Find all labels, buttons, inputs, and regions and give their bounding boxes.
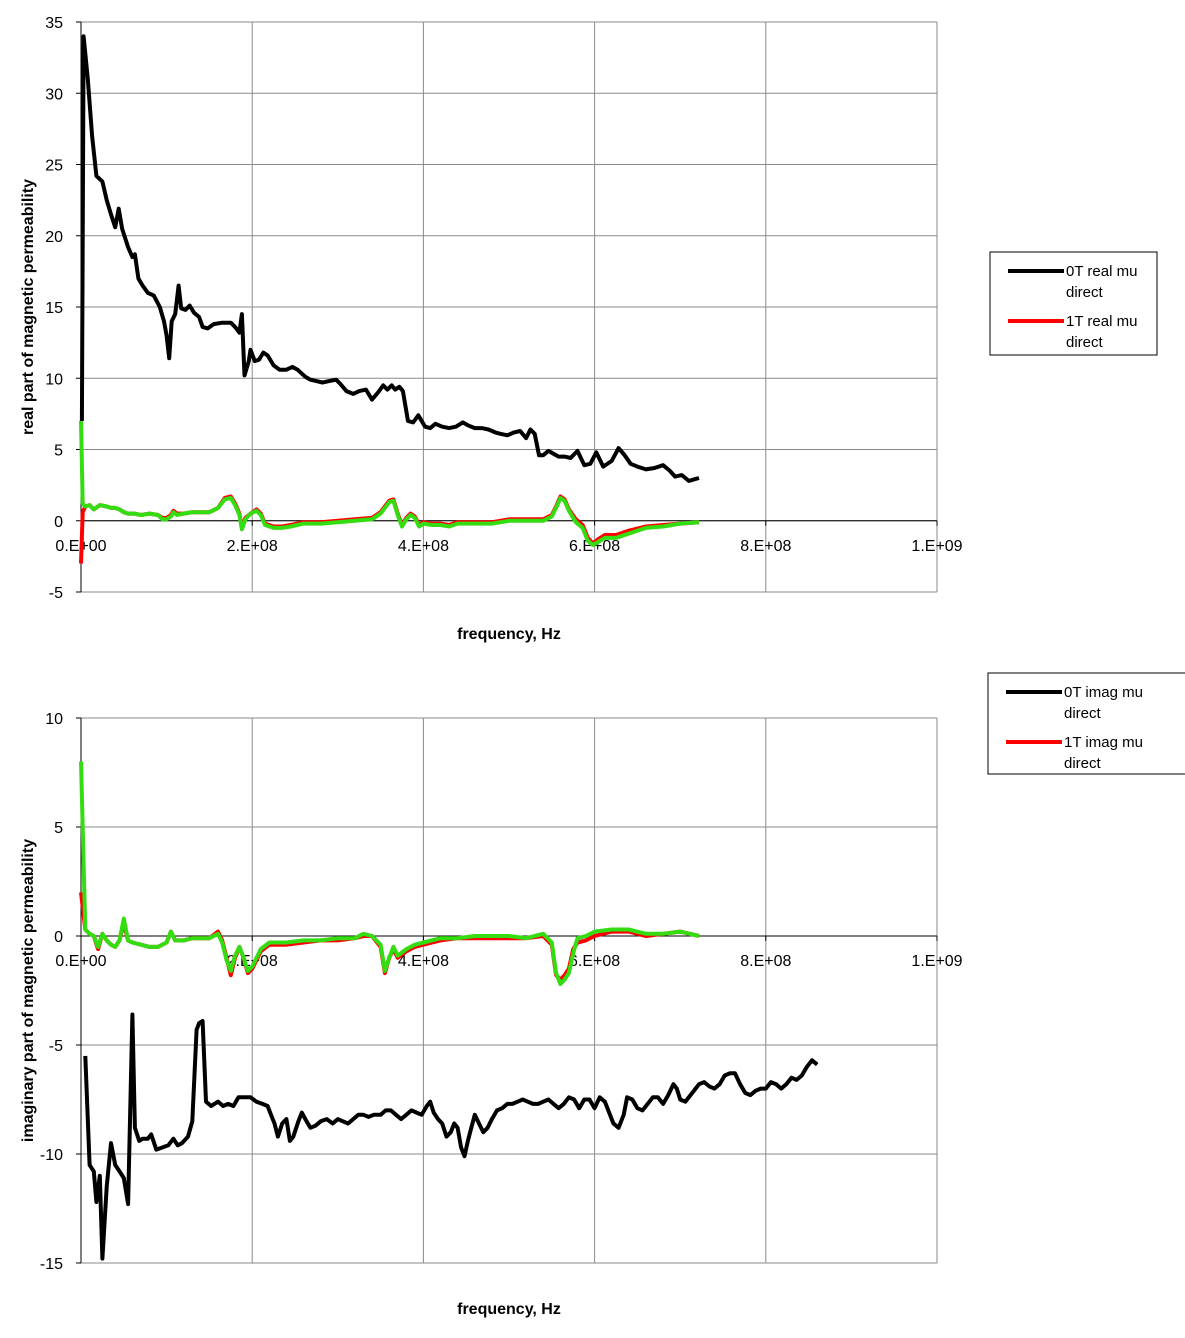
x-tick-label: 8.E+08 xyxy=(740,953,791,970)
legend: 0T real mu direct 1T real mu direct xyxy=(989,251,1158,356)
y-tick-label: 5 xyxy=(54,820,63,837)
x-tick-label: 1.E+09 xyxy=(911,538,962,555)
x-tick-label: 6.E+08 xyxy=(569,953,620,970)
x-tick-label: 4.E+08 xyxy=(398,538,449,555)
x-tick-label: 2.E+08 xyxy=(227,538,278,555)
y-axis-title: imaginary part of magnetic permeability xyxy=(20,839,37,1142)
y-tick-label: 20 xyxy=(45,229,63,246)
y-tick-label: -10 xyxy=(40,1147,63,1164)
y-tick-label: 0 xyxy=(54,514,63,531)
y-tick-label: -15 xyxy=(40,1256,63,1273)
legend-label: 0T imag mu direct xyxy=(1064,684,1143,722)
y-tick-label: 10 xyxy=(45,711,63,728)
y-axis-title: real part of magnetic permeability xyxy=(20,179,37,435)
legend-label: 0T real mu direct xyxy=(1066,263,1137,301)
y-tick-label: -5 xyxy=(49,585,63,602)
x-tick-label: 2.E+08 xyxy=(227,953,278,970)
series-line-2 xyxy=(79,761,700,986)
x-axis-title: frequency, Hz xyxy=(457,626,561,643)
series-line-0 xyxy=(83,1012,819,1261)
x-tick-label: 1.E+09 xyxy=(911,953,962,970)
y-tick-label: 0 xyxy=(54,929,63,946)
y-tick-label: 15 xyxy=(45,300,63,317)
legend-label: 1T real mu direct xyxy=(1066,313,1137,351)
x-axis-title: frequency, Hz xyxy=(457,1301,561,1318)
x-tick-label: 4.E+08 xyxy=(398,953,449,970)
legend-box xyxy=(987,672,1185,775)
x-tick-label: 8.E+08 xyxy=(740,538,791,555)
y-tick-label: -5 xyxy=(49,1038,63,1055)
y-tick-label: 5 xyxy=(54,443,63,460)
legend-label: 1T imag mu direct xyxy=(1064,734,1143,772)
chart-imaginary-part: -15 -10 -5 0 5 10 0.E+00 2.E+08 4.E+08 6.E+08 8.E+… xyxy=(20,672,1185,1318)
legend: 0T imag mu direct 1T imag mu direct xyxy=(987,672,1185,775)
y-tick-label: 10 xyxy=(45,371,63,388)
y-tick-label: 30 xyxy=(45,86,63,103)
x-tick-label: 0.E+00 xyxy=(55,953,106,970)
y-tick-label: 35 xyxy=(45,15,63,32)
y-tick-label: 25 xyxy=(45,158,63,175)
series-line-2 xyxy=(79,420,700,547)
series-line-0 xyxy=(79,34,700,483)
